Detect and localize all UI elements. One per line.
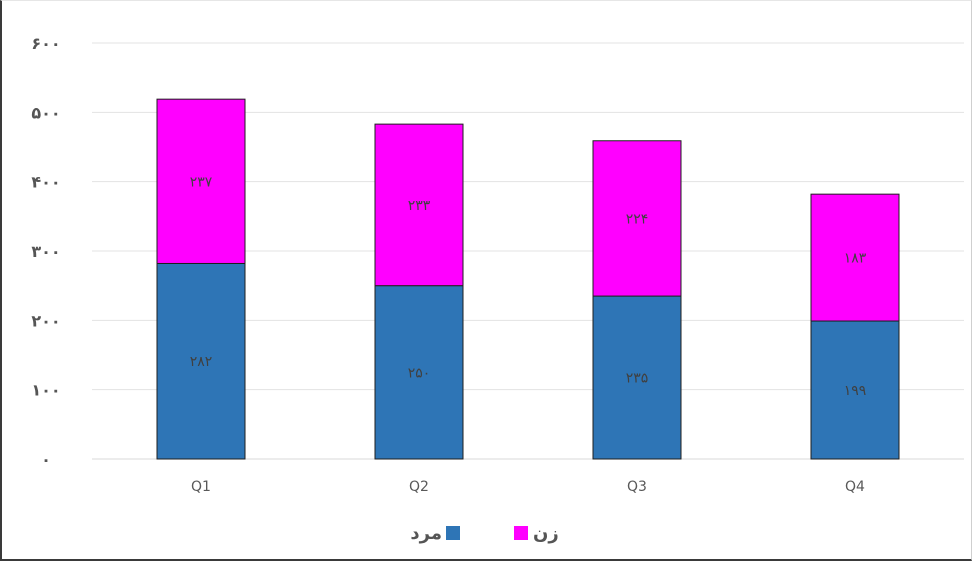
y-tick-label: ۴۰۰ [31,173,60,192]
x-tick-label: Q2 [409,479,429,495]
data-label: ۲۸۲ [190,354,213,370]
y-tick-label: ۳۰۰ [31,242,60,261]
y-tick-label: ۵۰۰ [31,103,60,122]
data-label: ۲۳۳ [408,198,431,214]
bar-segment [592,295,682,460]
bar-segment [374,285,464,460]
bar-segment [374,123,464,287]
x-tick-label: Q1 [191,479,211,495]
legend-label: مرد [410,523,442,544]
y-tick-label: ۰ [41,450,51,469]
legend: مرد زن [410,523,558,544]
data-label: ۱۸۳ [844,251,867,267]
bars [156,98,900,460]
bar-segment [156,262,246,460]
y-axis: ۰ ۱۰۰ ۲۰۰ ۳۰۰ ۴۰۰ ۵۰۰ ۶۰۰ [31,34,60,469]
data-label: ۲۳۵ [626,371,649,387]
y-tick-label: ۶۰۰ [31,34,60,53]
bar-segment [810,193,900,322]
x-axis: Q1 Q2 Q3 Q4 [191,479,865,495]
bar-segment [810,320,900,460]
x-tick-label: Q3 [627,479,647,495]
legend-swatch [446,526,460,540]
data-label: ۲۳۷ [190,174,213,190]
legend-label: زن [533,523,559,544]
legend-swatch [514,526,528,540]
y-tick-label: ۲۰۰ [31,311,60,330]
data-label: ۱۹۹ [844,383,867,399]
x-tick-label: Q4 [845,479,865,495]
data-labels: ۲۸۲ ۲۳۷ ۲۵۰ ۲۳۳ ۲۳۵ ۲۲۴ ۱۹۹ ۱۸۳ [190,174,867,399]
data-label: ۲۵۰ [408,365,431,381]
data-label: ۲۲۴ [626,211,649,227]
bar-segment [156,98,246,264]
y-tick-label: ۱۰۰ [31,381,60,400]
bar-segment [592,140,682,297]
